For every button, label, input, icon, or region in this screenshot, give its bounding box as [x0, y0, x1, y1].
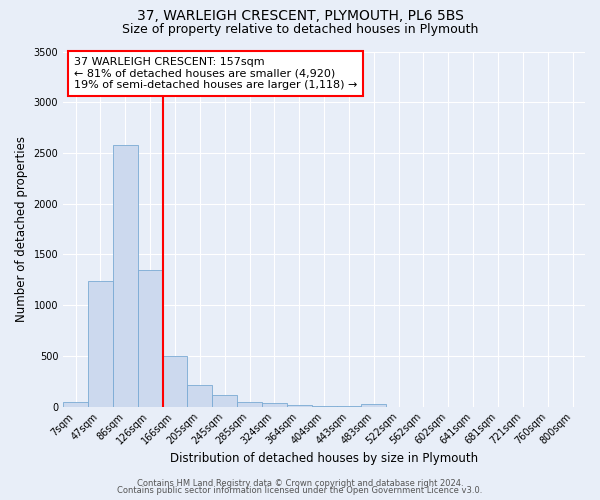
Bar [63, 402, 88, 406]
Bar [163, 356, 187, 406]
Bar [361, 404, 386, 406]
X-axis label: Distribution of detached houses by size in Plymouth: Distribution of detached houses by size … [170, 452, 478, 465]
Bar [212, 396, 237, 406]
Y-axis label: Number of detached properties: Number of detached properties [15, 136, 28, 322]
Text: Contains public sector information licensed under the Open Government Licence v3: Contains public sector information licen… [118, 486, 482, 495]
Text: 37 WARLEIGH CRESCENT: 157sqm
← 81% of detached houses are smaller (4,920)
19% of: 37 WARLEIGH CRESCENT: 157sqm ← 81% of de… [74, 57, 357, 90]
Bar [187, 386, 212, 406]
Text: Contains HM Land Registry data © Crown copyright and database right 2024.: Contains HM Land Registry data © Crown c… [137, 478, 463, 488]
Bar [138, 270, 163, 406]
Bar [237, 402, 262, 406]
Text: 37, WARLEIGH CRESCENT, PLYMOUTH, PL6 5BS: 37, WARLEIGH CRESCENT, PLYMOUTH, PL6 5BS [137, 9, 463, 23]
Text: Size of property relative to detached houses in Plymouth: Size of property relative to detached ho… [122, 22, 478, 36]
Bar [113, 145, 138, 406]
Bar [287, 404, 311, 406]
Bar [262, 403, 287, 406]
Bar [88, 281, 113, 406]
